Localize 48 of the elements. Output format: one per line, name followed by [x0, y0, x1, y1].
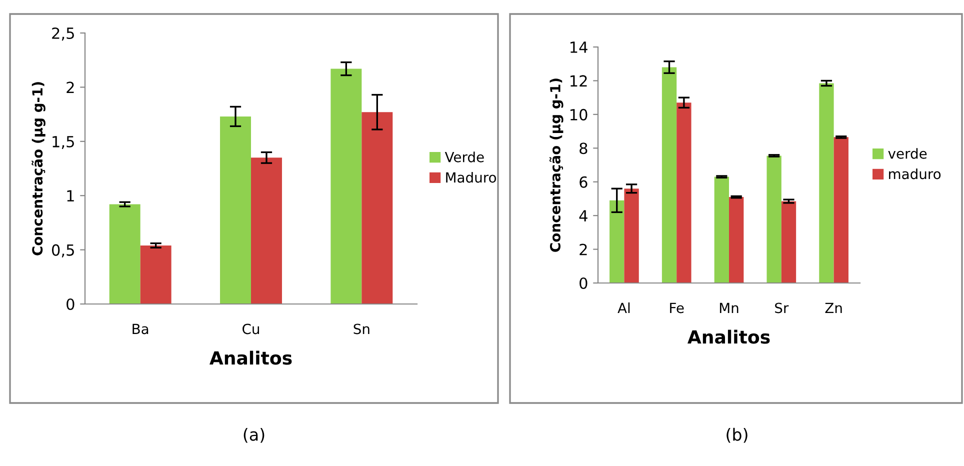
x-tick-label: Zn: [825, 302, 842, 313]
y-tick-label: 4: [579, 210, 588, 222]
x-tick-label: Fe: [670, 302, 684, 314]
bar: [781, 201, 796, 283]
x-tick-label: Sn: [354, 324, 370, 334]
legend-label: verde: [888, 148, 927, 159]
text: (b): [726, 428, 748, 443]
y-tick-label: 12: [570, 75, 587, 87]
y-tick-label: 6: [580, 176, 588, 188]
bar: [766, 156, 782, 283]
y-tick-label: 0: [580, 277, 588, 290]
x-axis-title: Analitos: [210, 350, 292, 365]
bar: [140, 245, 172, 304]
bar: [330, 68, 362, 304]
bar: [251, 158, 282, 304]
y-tick-label: 1,5: [52, 136, 74, 149]
x-axis-title: Analitos: [688, 330, 770, 344]
bar: [834, 137, 848, 283]
legend-label: Verde: [444, 152, 484, 162]
y-tick-label: 1: [67, 190, 74, 202]
text: (a): [244, 428, 264, 443]
x-tick-label: Cu: [242, 324, 259, 334]
x-tick-label: Sr: [775, 302, 789, 314]
bar: [109, 204, 140, 304]
bar: [362, 112, 393, 304]
x-tick-label: Ba: [132, 324, 148, 334]
y-axis-title: Concentração (µg g-1): [32, 82, 46, 256]
bar: [662, 67, 677, 283]
y-tick-label: 10: [570, 108, 588, 120]
y-axis-title: Concentração (µg g-1): [549, 78, 564, 252]
y-tick-label: 14: [570, 42, 588, 53]
bar: [714, 176, 729, 283]
y-tick-label: 2,5: [52, 27, 74, 41]
bar: [610, 200, 624, 283]
y-tick-label: 8: [580, 142, 588, 154]
legend-label: maduro: [889, 168, 941, 180]
bar: [729, 197, 744, 283]
legend-label: Maduro: [446, 172, 496, 183]
x-tick-label: Mn: [720, 302, 738, 313]
x-tick-label: Al: [618, 302, 630, 313]
y-tick-label: 2: [580, 244, 587, 256]
bar: [220, 116, 251, 304]
y-tick-label: 0,5: [52, 244, 74, 258]
bar: [676, 102, 692, 283]
bar: [624, 188, 639, 283]
y-tick-label: 0: [66, 298, 74, 310]
bar: [819, 83, 834, 283]
y-tick-label: 2: [66, 82, 74, 94]
